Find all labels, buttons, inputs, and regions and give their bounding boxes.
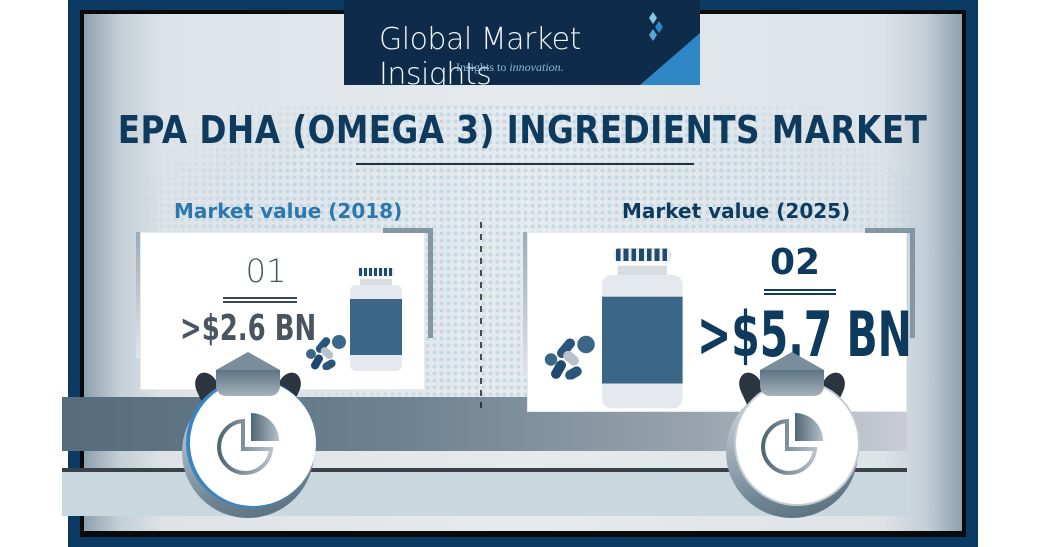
badge-holder [216, 370, 280, 396]
badge-holder [760, 370, 824, 396]
badge-roof [216, 352, 280, 370]
dotted-divider [480, 222, 482, 412]
logo-corner-accent [640, 33, 700, 85]
brand-logo-banner: Global Market Insights Insights to innov… [344, 0, 700, 85]
badge-roof [760, 352, 824, 370]
market-value-2018-label: Market value (2018) [174, 199, 403, 223]
badge-circle [190, 380, 316, 506]
card-corner-bracket [865, 228, 915, 338]
panel-2018: 01 >$2.6 BN [136, 228, 433, 390]
market-value-2018: >$2.6 BN [180, 308, 317, 349]
pills-icon [544, 335, 595, 380]
market-value-2025-label: Market value (2025) [622, 199, 851, 223]
pie-chart-badge-2018 [178, 352, 318, 518]
page-title: EPA DHA (OMEGA 3) INGREDIENTS MARKET [117, 108, 928, 152]
panel-index: 01 [245, 252, 287, 290]
pie-chart-badge-2025 [722, 352, 862, 518]
diamond-logo-icon [649, 12, 663, 41]
brand-tagline: Insights to innovation. [456, 60, 564, 75]
panel-2025: 02 >$5.7 BN [523, 228, 915, 412]
timeline-line [62, 468, 907, 472]
pills-icon [306, 335, 346, 370]
pie-chart-icon [217, 413, 279, 475]
tagline-emphasis: innovation. [509, 60, 564, 74]
pie-chart-icon [761, 413, 823, 475]
index-double-rule [223, 297, 297, 303]
panel-index: 02 [769, 242, 821, 283]
title-underline [356, 163, 694, 165]
card-corner-bracket [383, 228, 433, 338]
index-double-rule [764, 289, 836, 295]
tagline-prefix: Insights to [456, 60, 510, 74]
brand-name: Global Market Insights [379, 22, 581, 85]
